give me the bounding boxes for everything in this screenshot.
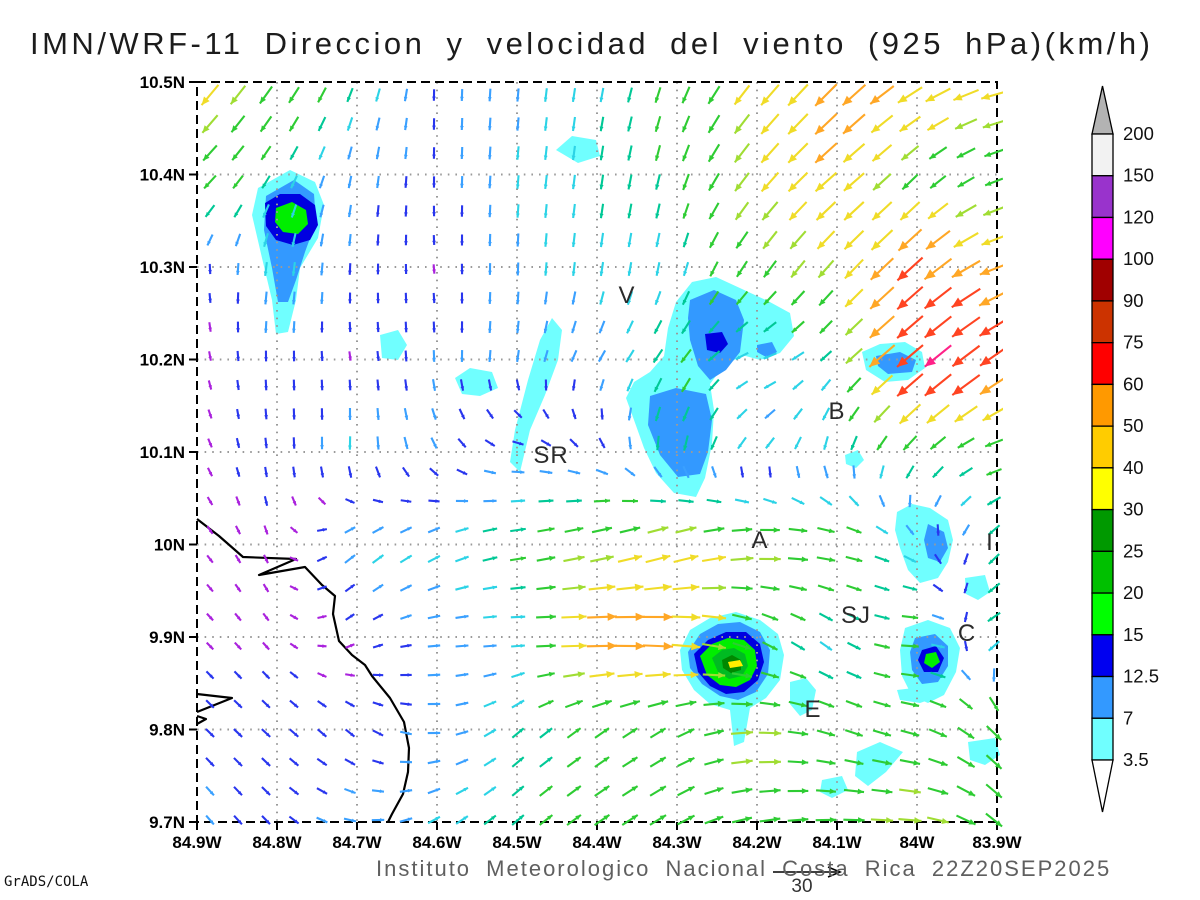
colorbar-tick: 150 <box>1123 165 1154 186</box>
svg-text:10.4N: 10.4N <box>140 166 185 185</box>
svg-text:84.1W: 84.1W <box>812 833 862 852</box>
svg-text:84.2W: 84.2W <box>732 833 782 852</box>
colorbar-tick: 30 <box>1123 499 1144 520</box>
shaded-regions <box>252 136 1000 798</box>
svg-text:84.9W: 84.9W <box>172 833 222 852</box>
reference-vector-label: 30 <box>791 876 813 897</box>
coastline <box>196 518 411 823</box>
svg-text:10N: 10N <box>154 536 185 555</box>
colorbar-tick: 40 <box>1123 457 1144 478</box>
svg-text:84.6W: 84.6W <box>412 833 462 852</box>
svg-text:84.8W: 84.8W <box>252 833 302 852</box>
colorbar-tick: 50 <box>1123 415 1144 436</box>
city-label-a: A <box>751 527 768 554</box>
svg-text:9.7N: 9.7N <box>149 813 185 832</box>
footer-caption: Instituto Meteorologico Nacional Costa R… <box>376 856 1112 881</box>
city-label-b: B <box>828 398 845 425</box>
gridlines <box>196 81 998 823</box>
axis-labels: 10.5N 10.4N 10.3N 10.2N 10.1N 10N 9.9N 9.8N 9.7N… <box>140 73 1023 852</box>
colorbar-tick: 12.5 <box>1123 666 1159 687</box>
city-label-v: V <box>618 282 635 309</box>
city-label-c: C <box>958 620 976 647</box>
city-label-i: I <box>986 529 994 556</box>
colorbar-tick: 15 <box>1123 624 1144 645</box>
colorbar-tick: 120 <box>1123 206 1154 227</box>
svg-text:10.3N: 10.3N <box>140 258 185 277</box>
svg-text:10.2N: 10.2N <box>140 351 185 370</box>
colorbar-tick: 100 <box>1123 248 1154 269</box>
wind-vectors <box>200 83 1003 828</box>
svg-text:84W: 84W <box>900 833 936 852</box>
colorbar-tick: 60 <box>1123 373 1144 394</box>
svg-text:83.9W: 83.9W <box>972 833 1022 852</box>
colorbar-tick: 20 <box>1123 582 1144 603</box>
svg-text:84.4W: 84.4W <box>572 833 622 852</box>
colorbar-tick: 25 <box>1123 540 1144 561</box>
reference-vector <box>773 866 843 878</box>
grads-credit: GrADS/COLA <box>4 874 89 890</box>
city-label-sj: SJ <box>841 602 871 629</box>
city-labels: V B SR A SJ C E I <box>533 282 994 723</box>
city-label-sr: SR <box>533 442 568 469</box>
svg-text:9.8N: 9.8N <box>149 721 185 740</box>
svg-text:9.9N: 9.9N <box>149 628 185 647</box>
colorbar-tick: 200 <box>1123 123 1154 144</box>
svg-text:84.7W: 84.7W <box>332 833 382 852</box>
colorbar: 200 150 120 100 90 75 60 50 40 30 25 20 15 12.5 7 3.5 <box>1091 85 1159 813</box>
colorbar-tick: 75 <box>1123 332 1144 353</box>
colorbar-tick: 7 <box>1123 707 1133 728</box>
chart-title: IMN/WRF-11 Direccion y velocidad del vie… <box>30 26 1154 61</box>
svg-text:10.5N: 10.5N <box>140 73 185 92</box>
colorbar-tick: 90 <box>1123 290 1144 311</box>
city-label-e: E <box>804 696 821 723</box>
svg-text:10.1N: 10.1N <box>140 443 185 462</box>
svg-text:84.5W: 84.5W <box>492 833 542 852</box>
colorbar-tick: 3.5 <box>1123 749 1149 770</box>
svg-text:84.3W: 84.3W <box>652 833 702 852</box>
